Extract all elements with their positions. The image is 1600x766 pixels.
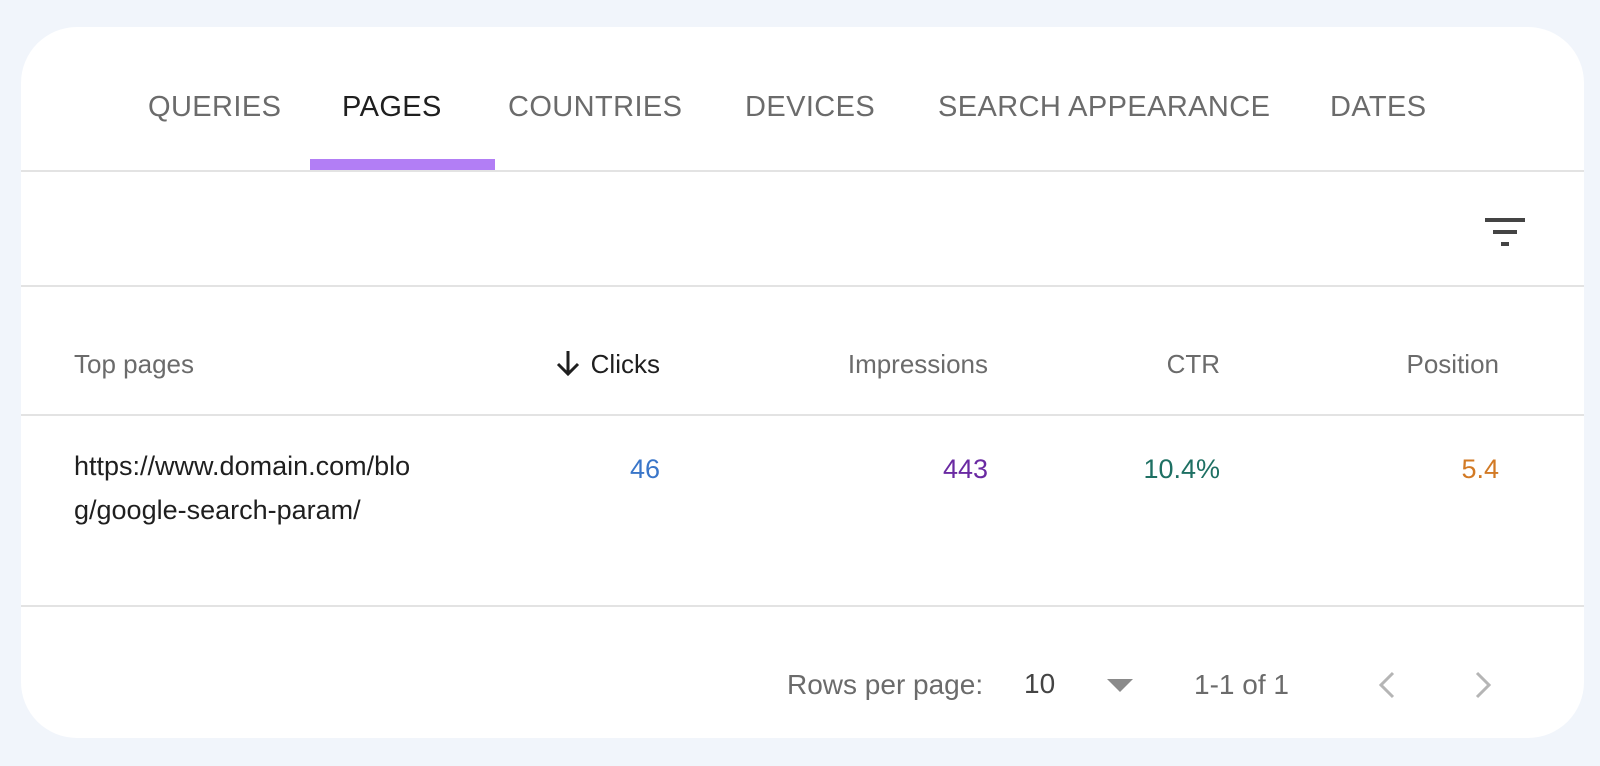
page-url[interactable]: https://www.domain.com/blog/google-searc… xyxy=(74,451,411,525)
column-header-position[interactable]: Position xyxy=(1406,349,1500,379)
table-header: Top pages Clicks Impressions CTR Positio… xyxy=(21,287,1584,416)
tab-dates[interactable]: DATES xyxy=(1330,91,1427,123)
arrow-down-icon xyxy=(556,351,580,377)
tab-bar: QUERIES PAGES COUNTRIES DEVICES SEARCH A… xyxy=(21,27,1584,172)
column-header-top-pages: Top pages xyxy=(74,349,194,379)
column-header-impressions[interactable]: Impressions xyxy=(847,349,988,379)
tab-queries[interactable]: QUERIES xyxy=(148,91,282,123)
table-row[interactable]: https://www.domain.com/blog/google-searc… xyxy=(21,416,1584,607)
performance-card: QUERIES PAGES COUNTRIES DEVICES SEARCH A… xyxy=(21,27,1584,738)
rows-per-page-select[interactable]: 10 xyxy=(1024,668,1056,699)
filter-icon xyxy=(1485,218,1525,246)
clicks-value: 46 xyxy=(629,454,660,484)
column-header-clicks[interactable]: Clicks xyxy=(590,349,660,379)
position-value: 5.4 xyxy=(1461,454,1499,484)
tab-search-appearance[interactable]: SEARCH APPEARANCE xyxy=(938,91,1271,123)
column-header-ctr[interactable]: CTR xyxy=(1166,349,1220,379)
tab-pages[interactable]: PAGES xyxy=(342,91,442,123)
next-page-button[interactable] xyxy=(1466,665,1500,705)
dropdown-caret-icon[interactable] xyxy=(1107,679,1133,692)
tab-devices[interactable]: DEVICES xyxy=(745,91,876,123)
active-tab-indicator xyxy=(310,159,495,170)
pagination-footer: Rows per page: 10 1-1 of 1 xyxy=(21,607,1584,738)
table-toolbar xyxy=(21,172,1584,287)
chevron-left-icon xyxy=(1378,671,1395,699)
chevron-right-icon xyxy=(1475,671,1492,699)
filter-button[interactable] xyxy=(1481,214,1529,250)
impressions-value: 443 xyxy=(942,454,988,484)
tab-countries[interactable]: COUNTRIES xyxy=(508,91,683,123)
pagination-range: 1-1 of 1 xyxy=(1194,669,1289,700)
previous-page-button[interactable] xyxy=(1370,665,1404,705)
sort-control[interactable] xyxy=(553,347,583,379)
ctr-value: 10.4% xyxy=(1143,454,1220,484)
rows-per-page-label: Rows per page: xyxy=(787,669,984,700)
